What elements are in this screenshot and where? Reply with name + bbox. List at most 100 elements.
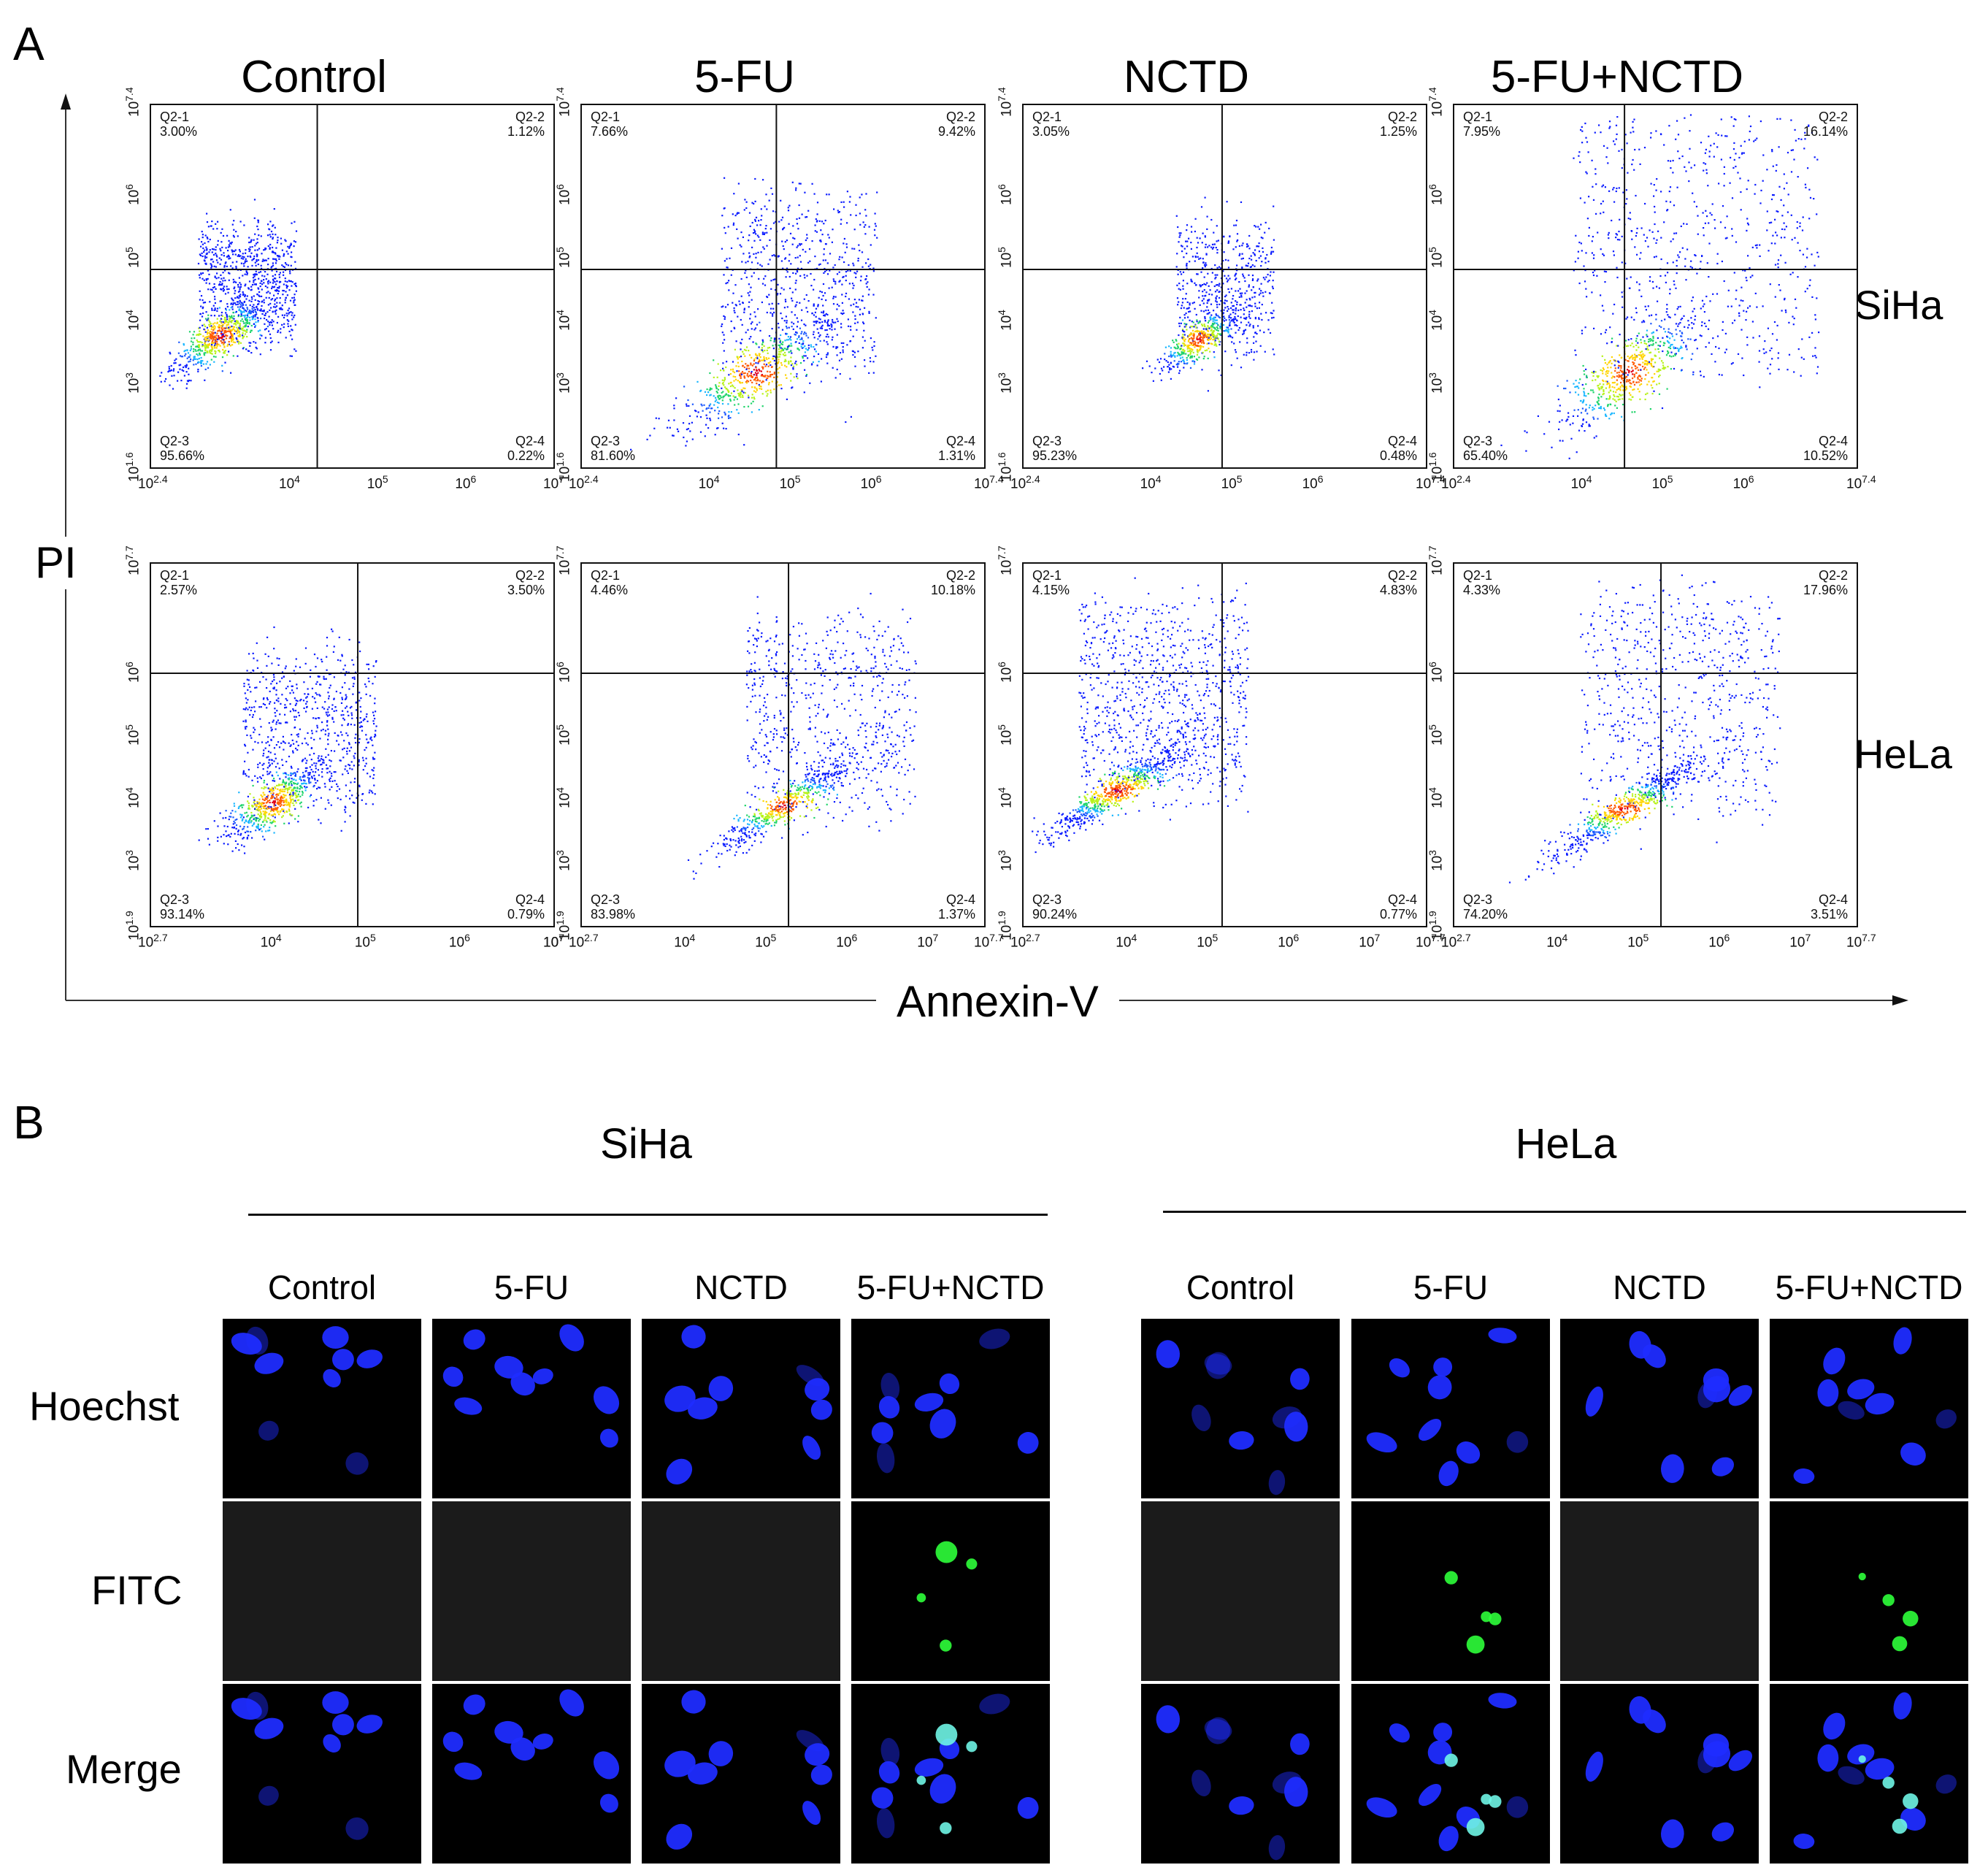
fitc-signal — [1481, 1611, 1492, 1623]
nucleus — [442, 1366, 464, 1387]
x-tick-label: 106 — [1278, 932, 1300, 951]
quadrant-percent: 7.95% — [1463, 124, 1501, 139]
quadrant-name: Q2-2 — [1818, 568, 1848, 583]
quadrant-percent: 10.18% — [930, 583, 975, 597]
y-tick-label: 105 — [123, 246, 142, 268]
quadrant-percent: 17.96% — [1803, 583, 1848, 597]
y-tick-label: 107.4 — [1427, 87, 1446, 117]
flow-plot-hela-1: Q2-1 2.57% Q2-2 3.50% Q2-3 93.14% Q2-4 0.79% — [150, 562, 555, 927]
fitc-signal — [1444, 1753, 1458, 1767]
event-dots — [1142, 196, 1275, 392]
nucleus — [1703, 1733, 1730, 1757]
quadrant-label-q2: Q2-2 10.18% — [931, 568, 975, 597]
micrograph-hela-2-merge — [1351, 1684, 1550, 1864]
fitc-signal — [1489, 1795, 1502, 1808]
y-tick-label: 107.4 — [123, 87, 142, 117]
nucleus — [463, 1329, 486, 1350]
fitc-signal — [966, 1558, 978, 1570]
quadrant-name: Q2-1 — [160, 568, 190, 583]
quadrant-name: Q2-4 — [515, 434, 545, 448]
x-tick-label: 102.4 — [138, 473, 168, 492]
nucleus — [258, 1420, 279, 1441]
quadrant-label-q4: Q2-4 0.22% — [507, 434, 545, 463]
quadrant-name: Q2-1 — [1463, 568, 1493, 583]
x-tick-label: 102.4 — [1441, 473, 1471, 492]
nucleus — [532, 1734, 553, 1750]
nucleus — [1427, 1375, 1452, 1400]
quadrant-label-q1: Q2-1 3.05% — [1032, 110, 1070, 139]
quadrant-name: Q2-3 — [1463, 434, 1493, 448]
nucleus — [666, 1458, 693, 1485]
nucleus — [510, 1372, 535, 1396]
nucleus — [1629, 1696, 1651, 1724]
nucleus — [1206, 1717, 1231, 1744]
nucleus — [1585, 1751, 1603, 1782]
quadrant-name: Q2-1 — [1032, 568, 1062, 583]
micrograph-hela-3-hoechst — [1560, 1319, 1759, 1498]
y-tick-label: 103 — [996, 850, 1015, 872]
group-title-hela: HeLa — [1515, 1120, 1617, 1168]
nucleus — [463, 1694, 486, 1715]
y-tick-label: 101.6 — [1427, 452, 1446, 482]
nucleus — [802, 1436, 821, 1460]
y-tick-label: 101.9 — [996, 911, 1015, 941]
nucleus — [231, 1333, 262, 1355]
quadrant-name: Q2-3 — [1032, 434, 1062, 448]
nucleus — [979, 1328, 1010, 1349]
quadrant-percent: 16.14% — [1803, 124, 1848, 139]
nucleus — [1817, 1379, 1839, 1407]
nucleus — [454, 1762, 483, 1780]
micrograph-siha-2-fitc — [432, 1501, 631, 1681]
group-title-siha: SiHa — [600, 1120, 692, 1168]
quadrant-name: Q2-1 — [160, 110, 190, 124]
nucleus — [246, 1691, 269, 1720]
nucleus — [246, 1326, 269, 1355]
nucleus — [1728, 1750, 1753, 1772]
x-tick-label: 105 — [366, 473, 388, 492]
nucleus — [1418, 1418, 1442, 1441]
nucleus — [878, 1761, 900, 1784]
nucleus — [599, 1428, 618, 1448]
quadrant-percent: 4.83% — [1379, 583, 1417, 597]
x-tick-label: 104 — [1546, 932, 1568, 951]
quadrant-label-q3: Q2-3 74.20% — [1463, 892, 1508, 922]
quadrant-name: Q2-3 — [591, 434, 621, 448]
x-tick-label: 105 — [1197, 932, 1218, 951]
nucleus — [939, 1373, 960, 1395]
quadrant-percent: 0.48% — [1379, 448, 1417, 463]
quadrant-name: Q2-1 — [591, 568, 621, 583]
nucleus — [1438, 1460, 1459, 1487]
micrograph-image — [231, 1326, 383, 1475]
x-tick-label: 107.4 — [974, 473, 1004, 492]
quadrant-percent: 0.22% — [507, 448, 545, 463]
quadrant-label-q1: Q2-1 2.57% — [160, 568, 197, 597]
micro-col-label-hela-2: 5-FU — [1413, 1268, 1489, 1306]
fitc-signal — [1858, 1755, 1866, 1763]
micrograph-hela-1-merge — [1141, 1684, 1340, 1864]
quadrant-percent: 4.46% — [591, 583, 629, 597]
fitc-signal — [966, 1741, 978, 1753]
nucleus — [1661, 1454, 1684, 1483]
y-tick-label: 104 — [123, 787, 142, 808]
col-title-nctd: NCTD — [1123, 52, 1250, 102]
nucleus — [1204, 1354, 1232, 1375]
nucleus — [345, 1452, 369, 1475]
panel-a-letter: A — [13, 18, 45, 70]
micrograph-image — [1156, 1705, 1310, 1861]
col-title-5fu: 5-FU — [694, 52, 795, 102]
micrograph-image — [442, 1689, 620, 1813]
y-tick-label: 104 — [1427, 310, 1446, 332]
nucleus — [1389, 1358, 1410, 1378]
micrograph-image — [1156, 1340, 1310, 1495]
micro-col-label-siha-2: 5-FU — [494, 1268, 569, 1306]
nucleus — [1389, 1723, 1410, 1743]
nucleus — [1935, 1774, 1957, 1794]
nucleus — [1847, 1379, 1875, 1400]
nucleus — [810, 1764, 832, 1785]
micrograph-siha-3-fitc — [642, 1501, 840, 1681]
quadrant-label-q1: Q2-1 4.46% — [591, 568, 628, 597]
x-tick-label: 106 — [860, 473, 882, 492]
event-dots — [687, 592, 917, 880]
quadrant-percent: 0.77% — [1379, 907, 1417, 922]
quadrant-label-q4: Q2-4 3.51% — [1811, 892, 1848, 922]
